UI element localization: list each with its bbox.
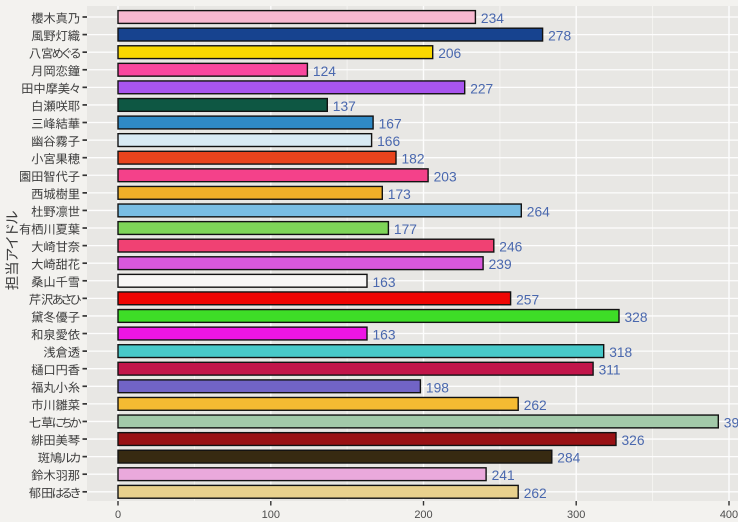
svg-text:239: 239 — [489, 257, 512, 272]
svg-text:100: 100 — [262, 509, 280, 521]
svg-text:163: 163 — [373, 275, 396, 290]
svg-text:262: 262 — [524, 486, 547, 501]
svg-text:198: 198 — [426, 380, 449, 395]
svg-text:124: 124 — [313, 64, 336, 79]
svg-text:182: 182 — [402, 152, 425, 167]
svg-text:393: 393 — [724, 415, 738, 430]
svg-text:400: 400 — [720, 509, 738, 521]
svg-text:278: 278 — [548, 29, 571, 44]
svg-text:264: 264 — [527, 204, 550, 219]
svg-text:227: 227 — [470, 81, 493, 96]
svg-text:311: 311 — [599, 363, 621, 378]
svg-text:167: 167 — [379, 117, 402, 132]
svg-text:206: 206 — [438, 46, 461, 61]
svg-text:200: 200 — [414, 509, 432, 521]
svg-text:173: 173 — [388, 187, 411, 202]
svg-text:328: 328 — [625, 310, 648, 325]
svg-text:257: 257 — [516, 292, 539, 307]
svg-text:262: 262 — [524, 398, 547, 413]
svg-text:177: 177 — [394, 222, 417, 237]
svg-text:318: 318 — [609, 345, 632, 360]
svg-text:326: 326 — [622, 433, 645, 448]
svg-text:203: 203 — [434, 169, 457, 184]
svg-text:137: 137 — [333, 99, 356, 114]
svg-text:241: 241 — [492, 468, 515, 483]
svg-text:234: 234 — [481, 11, 504, 26]
svg-text:300: 300 — [567, 509, 585, 521]
svg-text:246: 246 — [499, 240, 522, 255]
svg-text:0: 0 — [115, 509, 121, 521]
svg-text:166: 166 — [377, 134, 400, 149]
svg-text:284: 284 — [557, 451, 580, 466]
svg-text:163: 163 — [373, 328, 396, 343]
